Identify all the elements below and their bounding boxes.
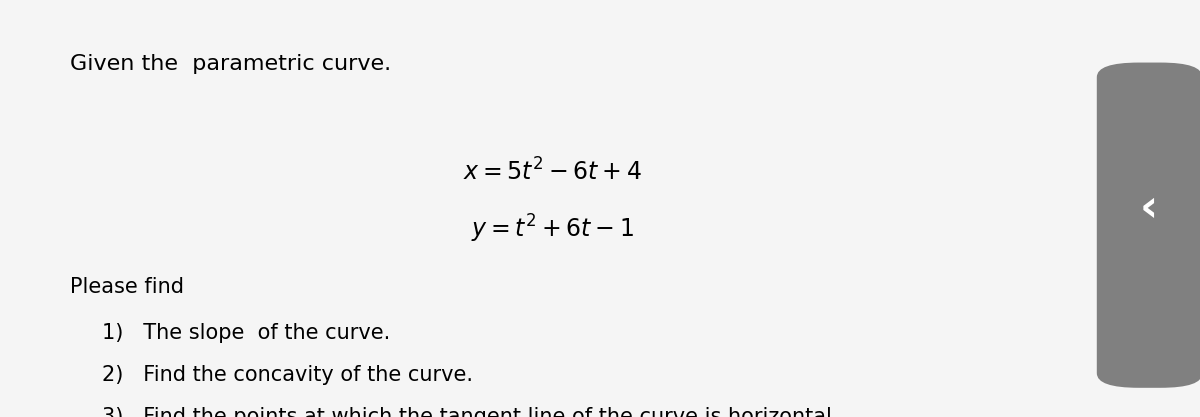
Text: Given the  parametric curve.: Given the parametric curve. xyxy=(70,54,391,74)
Text: Please find: Please find xyxy=(70,277,184,297)
Text: 3)   Find the points at which the tangent line of the curve is horizontal.: 3) Find the points at which the tangent … xyxy=(102,407,839,417)
FancyBboxPatch shape xyxy=(1097,63,1200,388)
Text: 1)   The slope  of the curve.: 1) The slope of the curve. xyxy=(102,323,390,343)
Text: $x = 5t^2 - 6t + 4$: $x = 5t^2 - 6t + 4$ xyxy=(463,158,641,186)
Text: 2)   Find the concavity of the curve.: 2) Find the concavity of the curve. xyxy=(102,365,473,385)
Text: $y = t^2 + 6t - 1$: $y = t^2 + 6t - 1$ xyxy=(470,213,634,245)
Text: ‹: ‹ xyxy=(1139,187,1158,230)
